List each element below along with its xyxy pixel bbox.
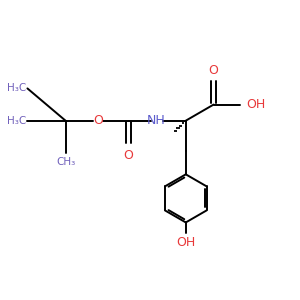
- Text: OH: OH: [246, 98, 265, 111]
- Text: CH₃: CH₃: [56, 157, 75, 167]
- Text: O: O: [209, 64, 219, 77]
- Text: H₃C: H₃C: [7, 83, 26, 93]
- Text: OH: OH: [176, 236, 195, 249]
- Text: O: O: [93, 114, 103, 127]
- Text: O: O: [124, 148, 134, 161]
- Text: NH: NH: [147, 114, 166, 127]
- Text: H₃C: H₃C: [7, 116, 26, 126]
